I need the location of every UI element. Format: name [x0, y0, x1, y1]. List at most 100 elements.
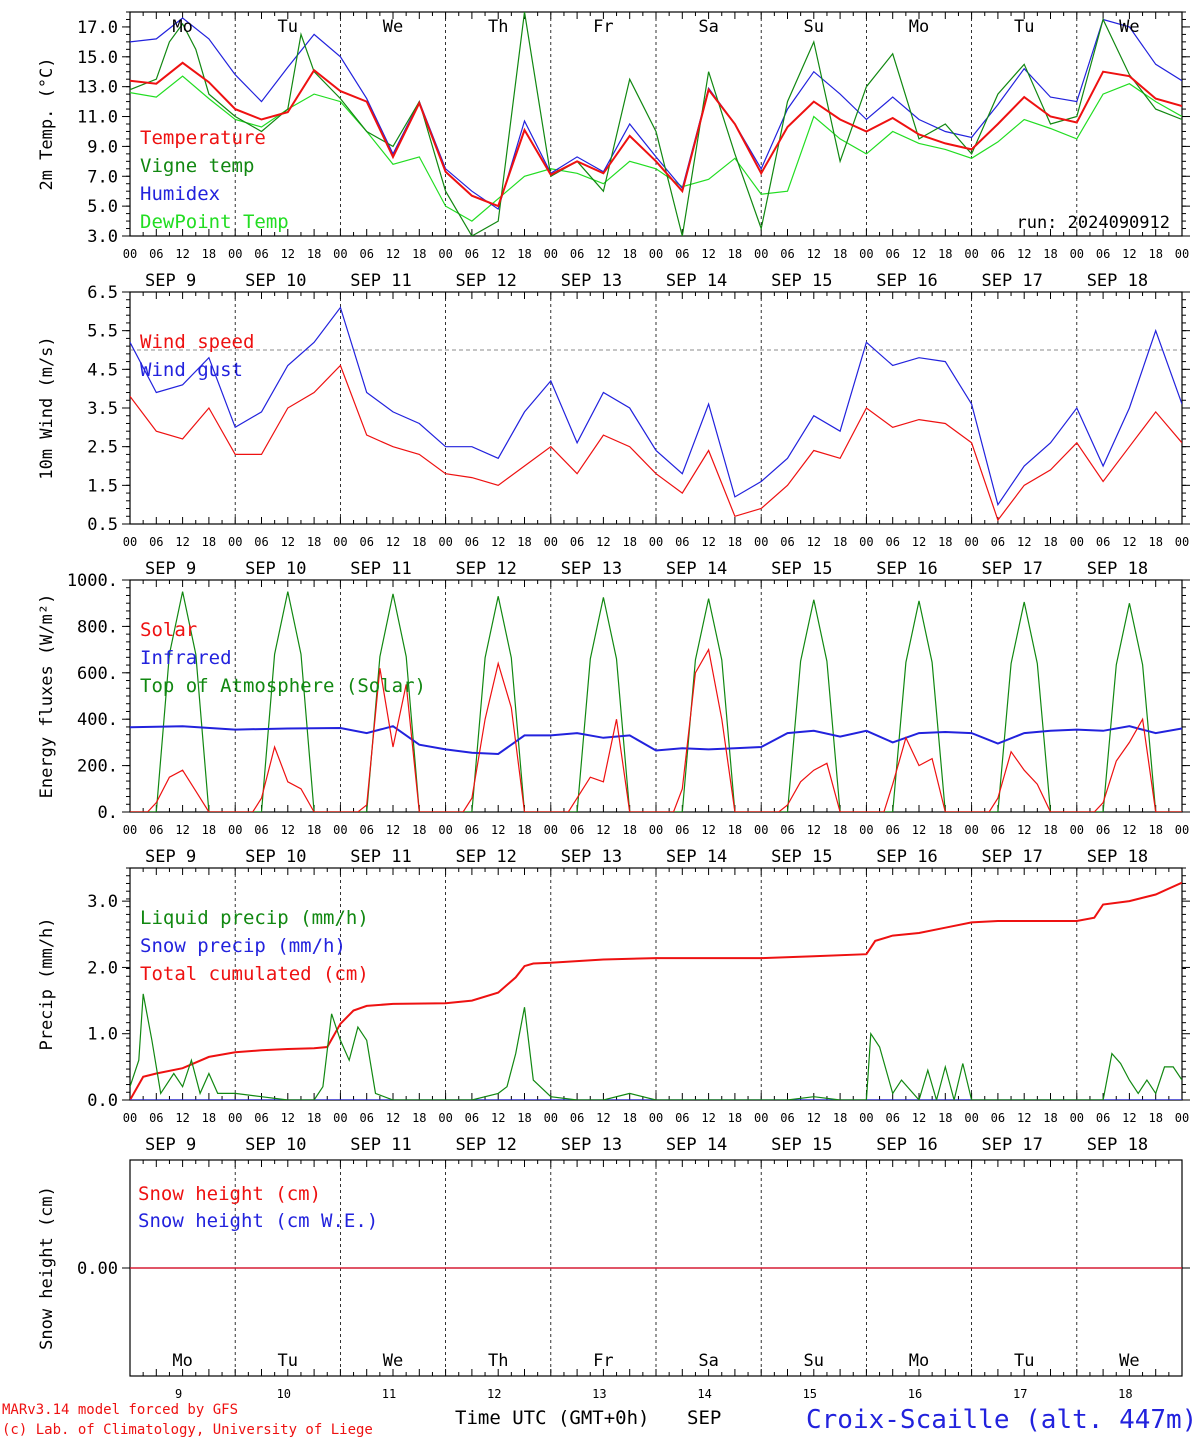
hour-label: 00 [333, 247, 347, 261]
hour-label: 06 [465, 247, 479, 261]
hour-label: 12 [386, 247, 400, 261]
panel-2: 6.5 5.5 4.5 3.5 2.5 1.5 0.5 10m Wind (m/s) Wind … [37, 283, 1190, 579]
day-name: We [1119, 1351, 1139, 1371]
y-tick-label: 9.0 [87, 137, 118, 157]
hour-label: 12 [281, 535, 295, 549]
hour-label: 18 [1148, 1111, 1162, 1125]
hour-label: 18 [412, 823, 426, 837]
date-label: SEP 9 [145, 559, 196, 579]
series-group [130, 591, 1182, 812]
hour-label: 06 [1096, 1111, 1110, 1125]
hour-label: 06 [780, 535, 794, 549]
hour-label: 12 [1122, 1111, 1136, 1125]
hour-label: 06 [359, 247, 373, 261]
date-label: SEP 11 [350, 271, 411, 291]
legend-entry: Vigne temp [140, 155, 254, 177]
day-number: 15 [803, 1387, 817, 1401]
date-label: SEP 13 [561, 847, 622, 867]
day-number: 9 [175, 1387, 182, 1401]
hour-label: 00 [1070, 535, 1084, 549]
date-label: SEP 18 [1087, 559, 1148, 579]
hour-label: 06 [885, 1111, 899, 1125]
series-line [130, 591, 1182, 812]
run-label: run: 2024090912 [1016, 213, 1170, 233]
date-label: SEP 17 [981, 1135, 1042, 1155]
hour-label: 18 [202, 823, 216, 837]
date-label: SEP 14 [666, 271, 727, 291]
date-label: SEP 10 [245, 559, 306, 579]
hour-label: 18 [938, 1111, 952, 1125]
y-tick-label: 2.5 [87, 438, 118, 458]
hour-label: 18 [833, 1111, 847, 1125]
date-label: SEP 11 [350, 559, 411, 579]
legend-entry: DewPoint Temp [140, 211, 289, 233]
hour-label: 00 [859, 823, 873, 837]
hour-label: 18 [202, 1111, 216, 1125]
hour-label: 12 [491, 535, 505, 549]
hour-label: 12 [596, 823, 610, 837]
day-name: Mo [909, 17, 929, 37]
hour-label: 06 [780, 247, 794, 261]
hour-label: 18 [307, 1111, 321, 1125]
day-name: We [383, 1351, 403, 1371]
hour-label: 06 [254, 247, 268, 261]
hour-label: 06 [780, 823, 794, 837]
hour-label: 18 [517, 535, 531, 549]
hour-label: 00 [544, 535, 558, 549]
hour-label: 12 [1122, 247, 1136, 261]
hour-label: 18 [517, 823, 531, 837]
hour-label: 18 [622, 247, 636, 261]
hour-label: 18 [412, 1111, 426, 1125]
hour-label: 06 [675, 1111, 689, 1125]
hour-label: 00 [964, 247, 978, 261]
y-tick-label: 2.0 [87, 958, 118, 978]
hour-label: 18 [728, 1111, 742, 1125]
hour-label: 06 [885, 247, 899, 261]
hour-label: 00 [754, 247, 768, 261]
day-number: 16 [908, 1387, 922, 1401]
hour-label: 00 [1175, 1111, 1189, 1125]
hour-label: 06 [570, 1111, 584, 1125]
hour-label: 12 [596, 247, 610, 261]
hour-label: 12 [701, 247, 715, 261]
date-label: SEP 17 [981, 559, 1042, 579]
date-label: SEP 13 [561, 559, 622, 579]
date-label: SEP 15 [771, 271, 832, 291]
footer-lab: (c) Lab. of Climatology, University of L… [2, 1422, 373, 1438]
hour-label: 00 [1175, 535, 1189, 549]
day-name: Sa [698, 1351, 718, 1371]
series-group [130, 306, 1182, 522]
y-axis-label: 2m Temp. (°C) [37, 57, 57, 190]
plot-frame [129, 11, 1183, 237]
hour-label: 00 [438, 535, 452, 549]
hour-label: 06 [359, 1111, 373, 1125]
hour-label: 12 [281, 1111, 295, 1125]
hour-label: 00 [964, 823, 978, 837]
date-label: SEP 10 [245, 1135, 306, 1155]
y-tick-label: 200. [77, 757, 118, 777]
hour-label: 12 [491, 1111, 505, 1125]
day-name: We [1119, 17, 1139, 37]
y-tick-label: 11.0 [77, 108, 118, 128]
footer: MARv3.14 model forced by GFS (c) Lab. of… [2, 1402, 1194, 1438]
hour-label: 12 [386, 1111, 400, 1125]
series-line [130, 61, 1182, 208]
hour-label: 12 [807, 247, 821, 261]
date-label: SEP 12 [455, 559, 516, 579]
hour-label: 00 [859, 535, 873, 549]
day-name: Su [804, 1351, 824, 1371]
day-name: Fr [593, 1351, 613, 1371]
hour-label: 00 [1070, 1111, 1084, 1125]
hour-label: 06 [991, 823, 1005, 837]
hour-label: 00 [754, 823, 768, 837]
hour-label: 00 [859, 247, 873, 261]
date-label: SEP 13 [561, 1135, 622, 1155]
date-label: SEP 15 [771, 1135, 832, 1155]
hour-label: 18 [412, 247, 426, 261]
hour-label: 06 [675, 247, 689, 261]
hour-label: 06 [885, 535, 899, 549]
hour-label: 00 [228, 535, 242, 549]
hour-label: 00 [964, 535, 978, 549]
hour-label: 00 [123, 1111, 137, 1125]
date-label: SEP 18 [1087, 1135, 1148, 1155]
